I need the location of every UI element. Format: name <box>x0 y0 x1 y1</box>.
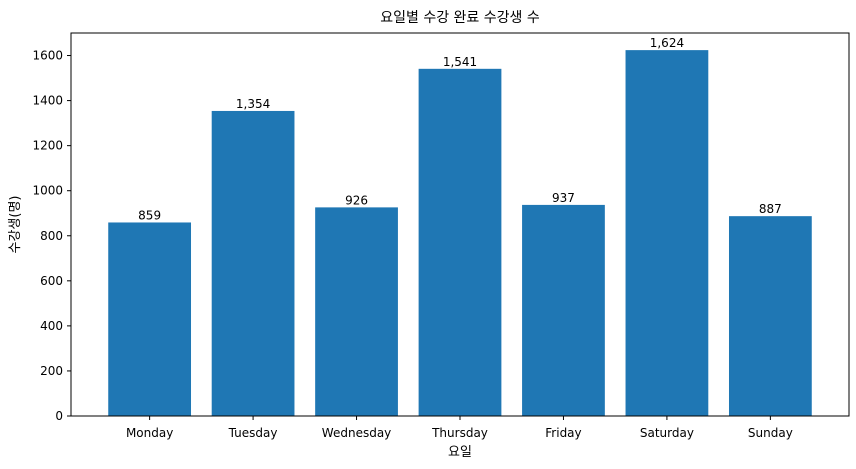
bar-thursday <box>418 68 502 416</box>
x-tick-label-monday: Monday <box>126 426 173 440</box>
x-axis-title: 요일 <box>448 445 472 460</box>
y-axis-title: 수강생(명) <box>8 196 23 254</box>
chart-title: 요일별 수강 완료 수강생 수 <box>380 10 540 26</box>
bar-saturday <box>625 50 709 417</box>
bar-value-label-tuesday: 1,354 <box>236 97 270 111</box>
x-tick-label-tuesday: Tuesday <box>228 426 278 440</box>
plot-area: 859 1,354 926 1,541 937 1,624 887 0 200 400 600 80… <box>32 32 850 440</box>
y-tick-label: 1000 <box>32 184 63 198</box>
bar-value-label-wednesday: 926 <box>345 193 368 207</box>
bar-tuesday <box>211 110 295 416</box>
y-tick-label: 1600 <box>32 49 63 63</box>
bar-friday <box>522 204 605 416</box>
x-tick-label-thursday: Thursday <box>431 426 488 440</box>
y-tick-label: 400 <box>40 319 63 333</box>
y-tick-label: 0 <box>55 409 63 423</box>
x-tick-label-sunday: Sunday <box>748 426 793 440</box>
x-axis-ticks: Monday Tuesday Wednesday Thursday Friday Satu… <box>126 416 793 440</box>
y-tick-label: 1200 <box>32 139 63 153</box>
bar-sunday <box>728 216 812 416</box>
bar-value-label-monday: 859 <box>138 208 161 222</box>
bar-wednesday <box>315 207 398 416</box>
bar-value-label-sunday: 887 <box>759 202 782 216</box>
bar-value-label-saturday: 1,624 <box>650 36 684 50</box>
y-tick-label: 800 <box>40 229 63 243</box>
y-tick-label: 1400 <box>32 94 63 108</box>
x-tick-label-saturday: Saturday <box>640 426 694 440</box>
bar-value-label-thursday: 1,541 <box>443 55 477 69</box>
bar-monday <box>108 222 192 416</box>
x-tick-label-friday: Friday <box>545 426 581 440</box>
x-tick-label-wednesday: Wednesday <box>322 426 391 440</box>
bars <box>108 50 812 417</box>
bar-value-labels: 859 1,354 926 1,541 937 1,624 887 <box>138 36 782 222</box>
y-tick-label: 200 <box>40 364 63 378</box>
y-axis-ticks: 0 200 400 600 800 1000 1200 1400 1600 <box>32 49 71 423</box>
bar-value-label-friday: 937 <box>552 191 575 205</box>
y-tick-label: 600 <box>40 274 63 288</box>
